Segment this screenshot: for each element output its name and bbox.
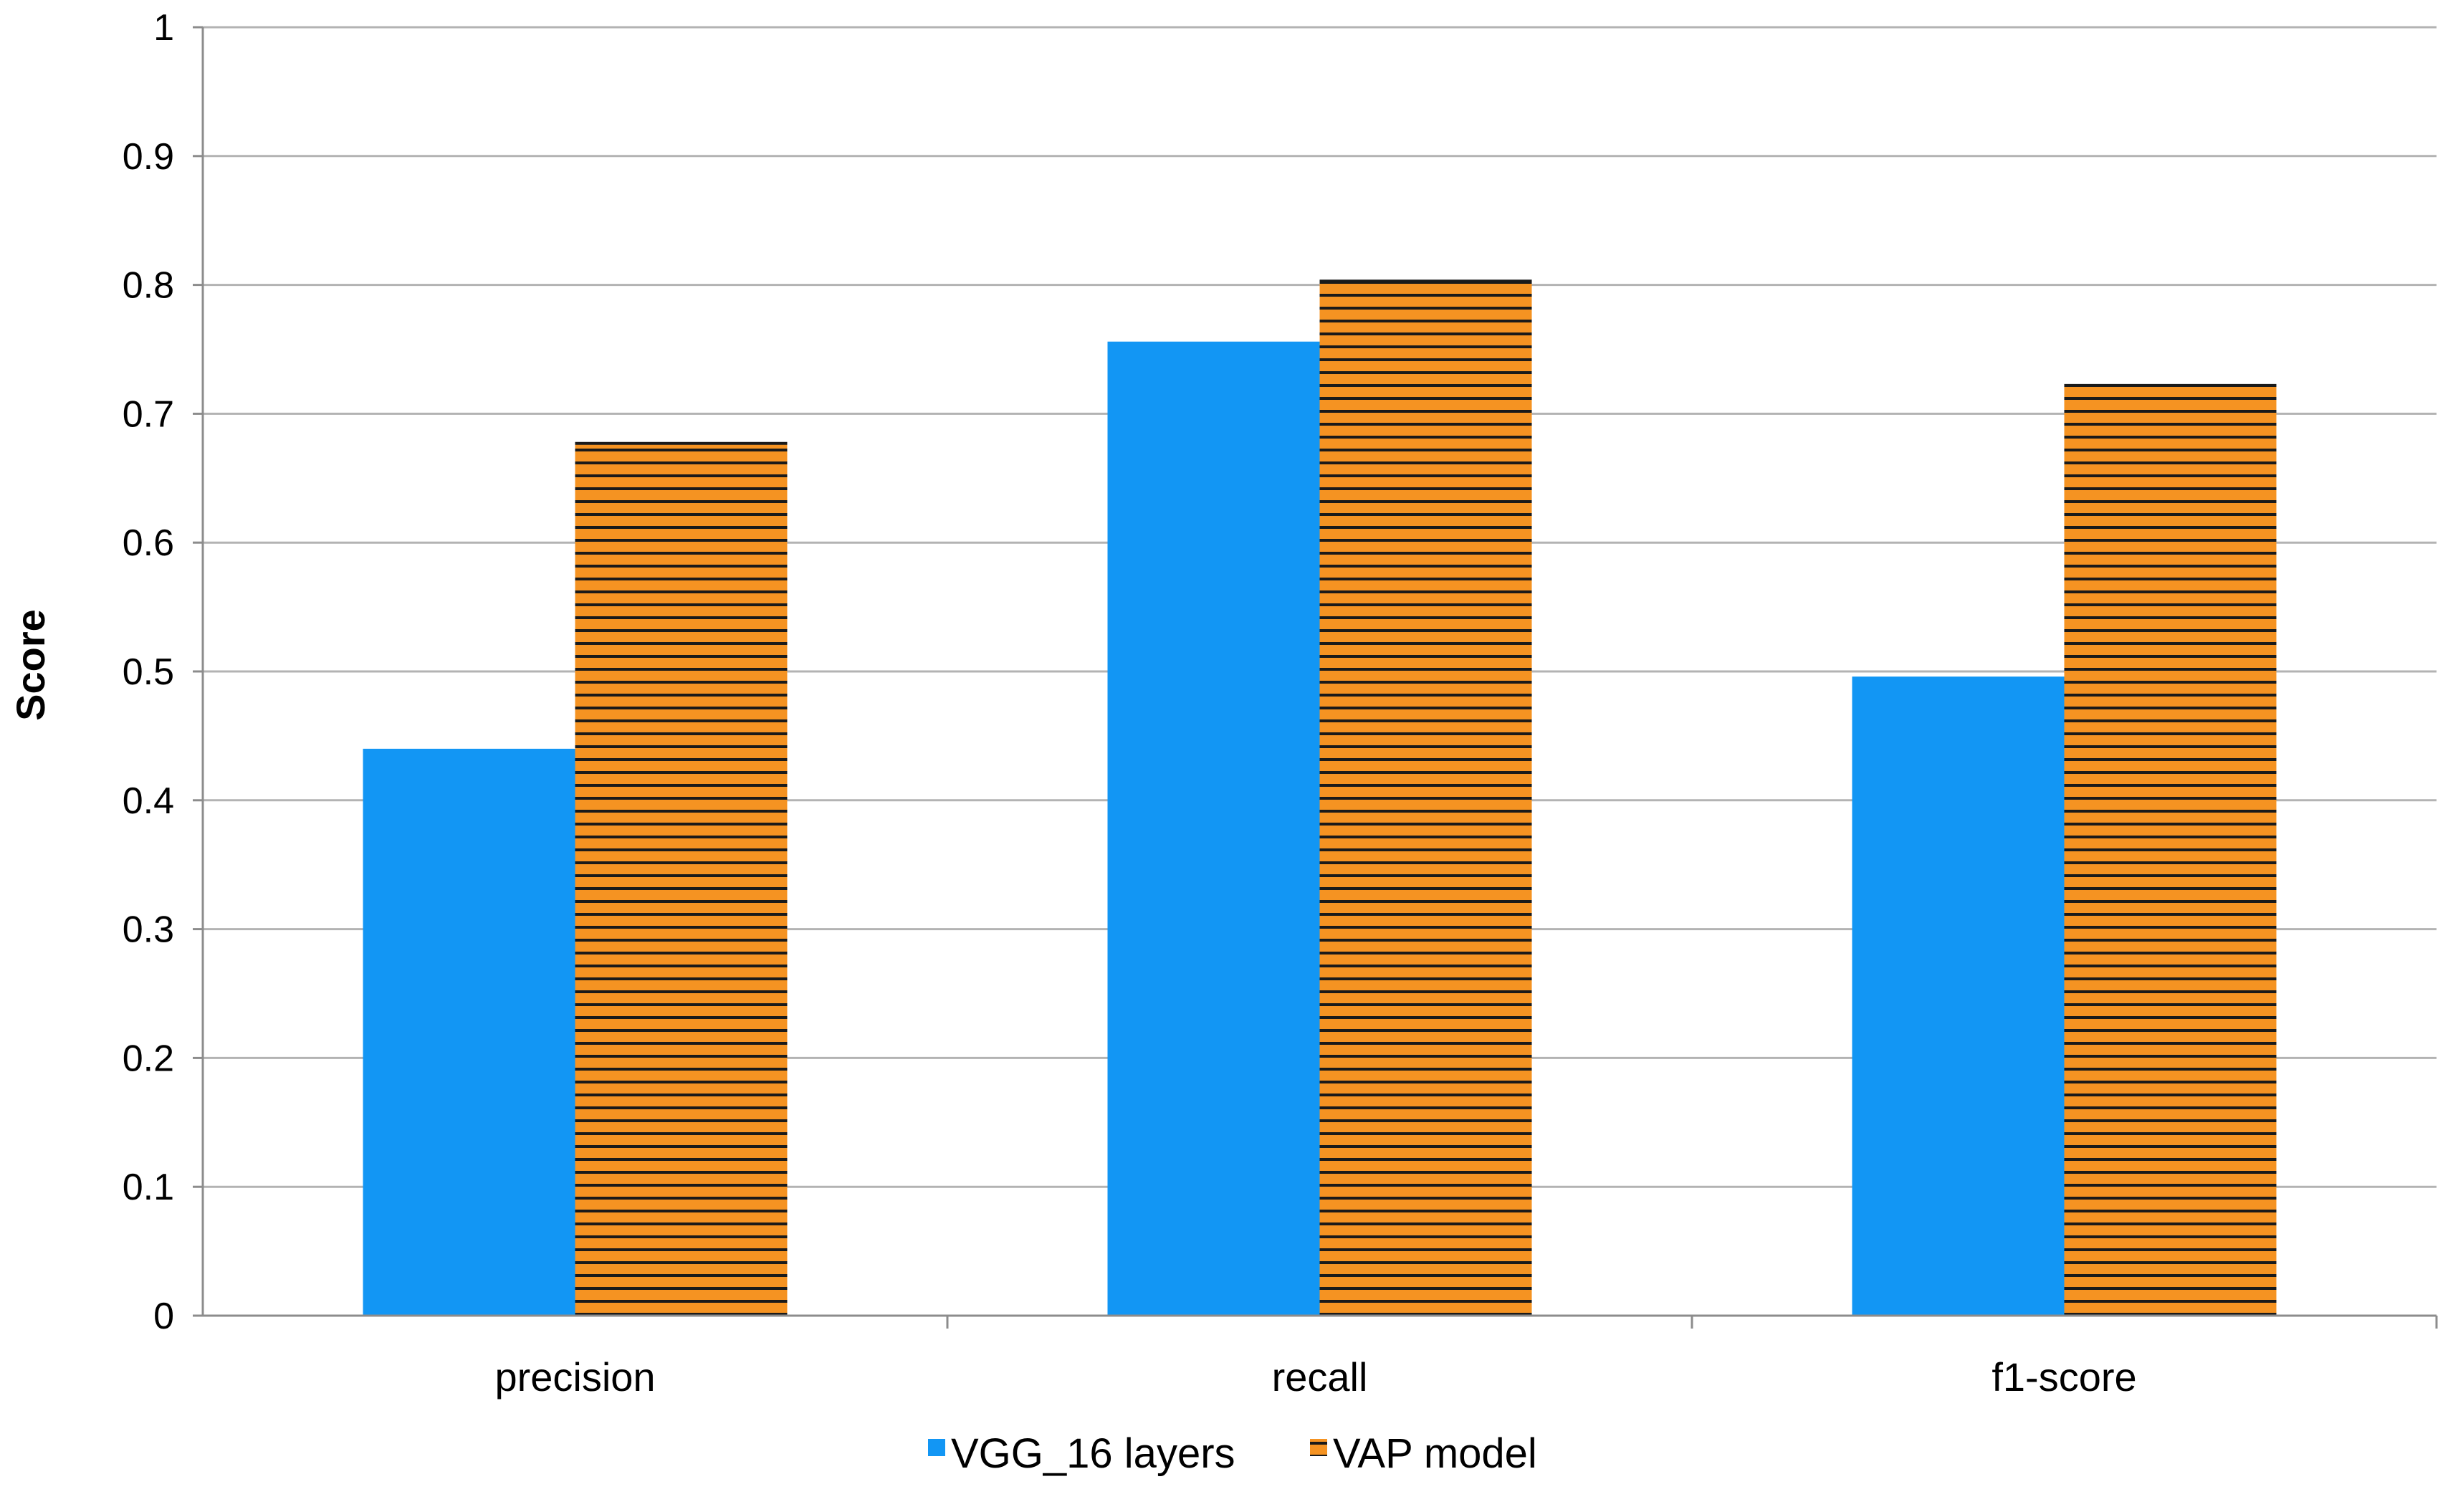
- legend-swatch: [1310, 1439, 1327, 1456]
- y-tick-label: 0.3: [123, 909, 174, 951]
- x-category-labels: precision recall f1-score: [494, 1354, 2136, 1399]
- y-tick-label: 0.6: [123, 522, 174, 564]
- bars: [363, 279, 2277, 1316]
- legend-swatch: [928, 1439, 945, 1456]
- axes: [193, 26, 2438, 1329]
- bar-precision-vgg-16-layers: [363, 748, 575, 1316]
- y-tick-labels: 0 0.1 0.2 0.3 0.4 0.5 0.6 0.7 0.8 0.9 1: [123, 7, 174, 1337]
- x-category-label: f1-score: [1991, 1354, 2136, 1399]
- bar-recall-vgg-16-layers: [1107, 341, 1320, 1316]
- y-tick-label: 1: [153, 7, 174, 49]
- y-tick-label: 0.1: [123, 1167, 174, 1208]
- legend-label: VAP model: [1333, 1430, 1537, 1477]
- y-tick-label: 0.2: [123, 1038, 174, 1079]
- bar-f1-score-vgg-16-layers: [1852, 676, 2065, 1316]
- legend-label: VGG_16 layers: [951, 1430, 1235, 1477]
- x-category-label: recall: [1272, 1354, 1368, 1399]
- y-tick-label: 0: [153, 1296, 174, 1337]
- y-tick-label: 0.7: [123, 393, 174, 435]
- legend: VGG_16 layers VAP model: [928, 1430, 1537, 1477]
- y-tick-label: 0.5: [123, 651, 174, 693]
- y-tick-label: 0.8: [123, 265, 174, 307]
- y-tick-label: 0.9: [123, 136, 174, 178]
- bar-precision-vap-model: [575, 443, 788, 1316]
- bar-recall-vap-model: [1319, 281, 1532, 1316]
- y-axis-title: Score: [8, 609, 53, 721]
- bar-f1-score-vap-model: [2064, 385, 2277, 1316]
- y-tick-label: 0.4: [123, 780, 174, 822]
- x-category-label: precision: [494, 1354, 655, 1399]
